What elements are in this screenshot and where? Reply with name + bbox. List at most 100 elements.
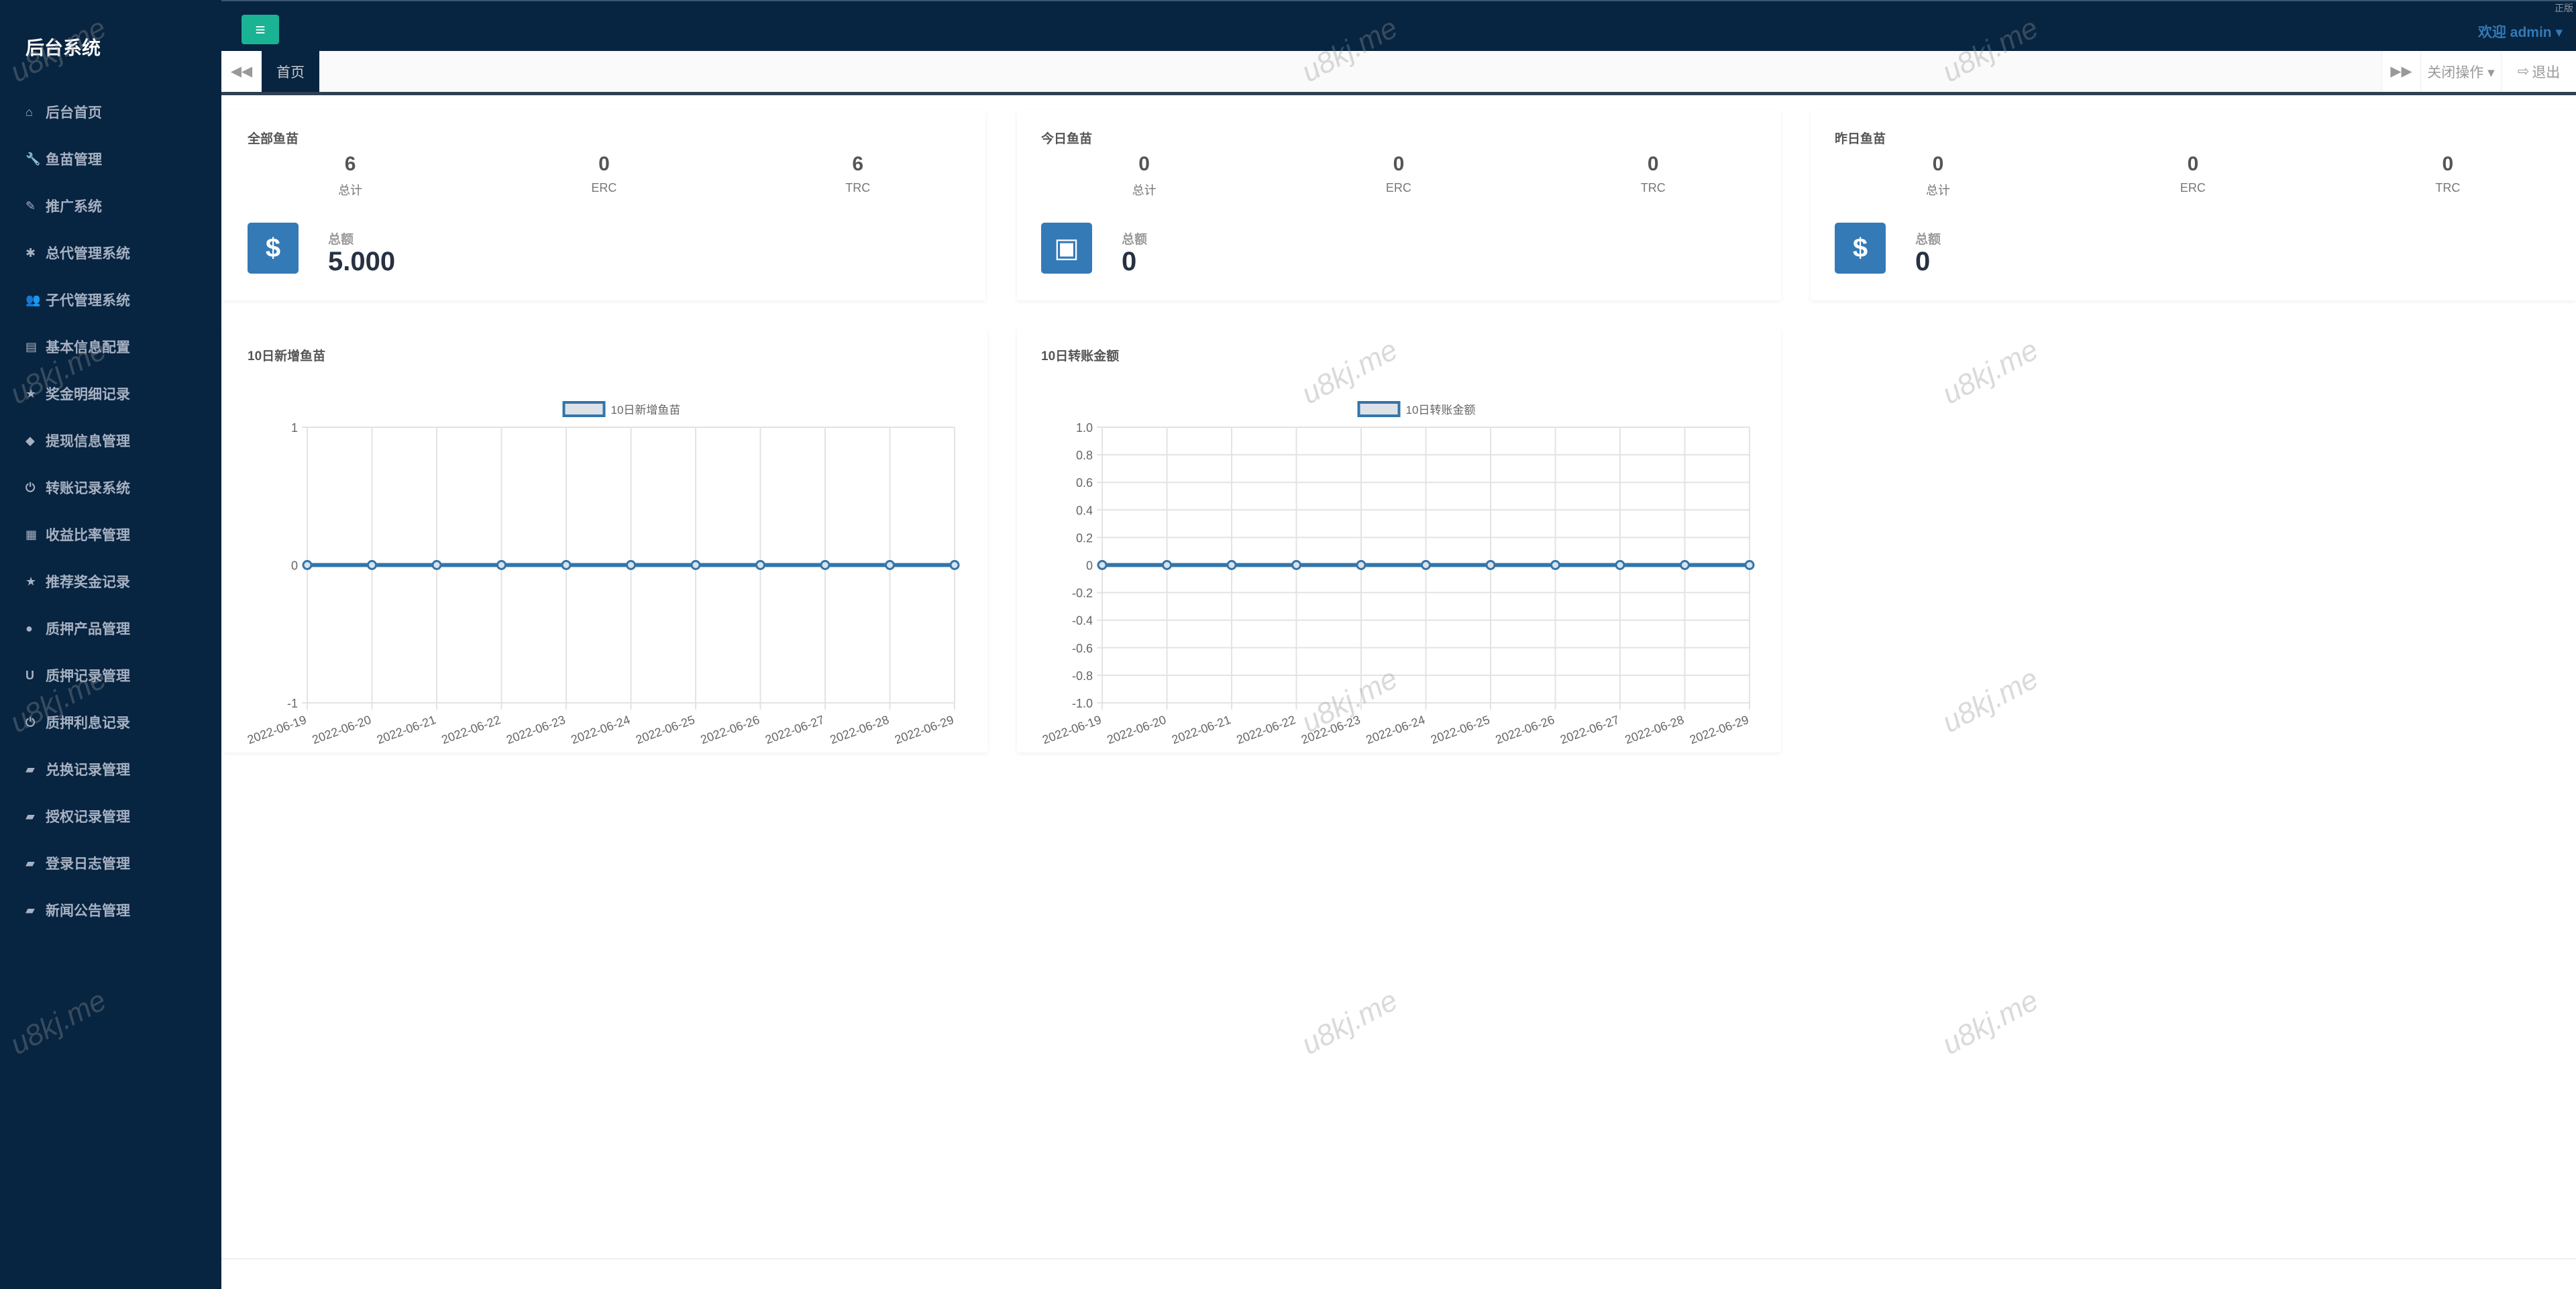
- data-point: [1744, 560, 1755, 570]
- card-title: 昨日鱼苗: [1835, 132, 1886, 146]
- x-tick-label: 2022-06-25: [1429, 713, 1491, 746]
- x-tick-label: 2022-06-19: [246, 713, 308, 746]
- x-tick-label: 2022-06-19: [1040, 713, 1103, 746]
- x-tick-label: 2022-06-29: [893, 713, 955, 746]
- x-tick-label: 2022-06-24: [1364, 713, 1427, 746]
- sidebar-item-2[interactable]: ✎ 推广系统: [25, 192, 102, 219]
- x-tick-label: 2022-06-26: [1494, 713, 1556, 746]
- comment-icon: ●: [25, 621, 33, 635]
- stat-item: 0 ERC: [1271, 153, 1525, 195]
- edit-icon: ✎: [25, 199, 36, 213]
- stats-card: 昨日鱼苗 0 总计 0 ERC 0 TRC $ 总额 0: [1811, 110, 2576, 300]
- data-point: [561, 560, 572, 570]
- sidebar-item-11[interactable]: ● 质押产品管理: [25, 615, 130, 642]
- legend-label: 10日新增鱼苗: [611, 404, 681, 416]
- total-value: 5.000: [328, 247, 396, 276]
- stat-label: 总计: [338, 184, 363, 197]
- data-point: [1421, 560, 1431, 570]
- data-point: [755, 560, 765, 570]
- y-tick-label: 0.4: [1076, 504, 1093, 517]
- x-tick-label: 2022-06-21: [1170, 713, 1232, 746]
- book-icon: ▰: [25, 762, 35, 776]
- sidebar-item-12[interactable]: U 质押记录管理: [25, 662, 130, 689]
- data-point: [690, 560, 701, 570]
- power-icon: ⏻: [25, 715, 36, 729]
- data-point: [1226, 560, 1237, 570]
- sidebar-item-9[interactable]: ▦ 收益比率管理: [25, 521, 130, 548]
- x-tick-label: 2022-06-29: [1688, 713, 1750, 746]
- data-point: [431, 560, 442, 570]
- sidebar-item-label: 登录日志管理: [46, 856, 130, 872]
- stat-value: 6: [852, 153, 864, 175]
- x-tick-label: 2022-06-27: [1558, 713, 1621, 746]
- sidebar-item-10[interactable]: ★ 推荐奖金记录: [25, 568, 130, 595]
- total-label: 总额: [1122, 233, 1148, 247]
- legend-swatch: [562, 401, 606, 417]
- stat-value: 0: [2442, 153, 2454, 175]
- card-title: 全部鱼苗: [248, 132, 299, 146]
- sidebar-item-17[interactable]: ▰ 新闻公告管理: [25, 897, 130, 923]
- y-tick-label: 0.2: [1076, 531, 1093, 545]
- stat-item: 0 总计: [1811, 153, 2065, 199]
- stats-card: 今日鱼苗 0 总计 0 ERC 0 TRC ▣ 总额 0: [1017, 110, 1781, 300]
- y-tick-label: -0.6: [1072, 642, 1093, 655]
- stat-item: 0 总计: [1017, 153, 1271, 199]
- book-icon: ▰: [25, 809, 35, 823]
- sidebar-item-15[interactable]: ▰ 授权记录管理: [25, 803, 130, 830]
- dollar-icon: $: [248, 223, 299, 274]
- data-point: [1356, 560, 1366, 570]
- total-label: 总额: [1915, 233, 1941, 247]
- data-point: [949, 560, 960, 570]
- sidebar-item-16[interactable]: ▰ 登录日志管理: [25, 850, 130, 877]
- y-tick-label: -1: [287, 697, 298, 710]
- menu-toggle-button[interactable]: ≡: [241, 15, 279, 44]
- data-point: [496, 560, 506, 570]
- sidebar-item-7[interactable]: ◆ 提现信息管理: [25, 427, 130, 454]
- x-tick-label: 2022-06-20: [311, 713, 373, 746]
- book-icon: ▰: [25, 856, 35, 870]
- stat-value: 6: [344, 153, 356, 175]
- sidebar-item-label: 质押利息记录: [46, 716, 130, 731]
- tab-home[interactable]: 首页: [262, 51, 319, 92]
- logout-button[interactable]: ⇨ 退出: [2501, 51, 2576, 92]
- chart-title: 10日新增鱼苗: [248, 349, 326, 363]
- stat-label: TRC: [2435, 181, 2461, 194]
- user-menu-dropdown[interactable]: 欢迎 admin ▾: [2477, 25, 2563, 40]
- sidebar-item-13[interactable]: ⏻ 质押利息记录: [25, 709, 130, 736]
- sidebar-item-label: 总代管理系统: [46, 246, 130, 262]
- book-icon: ▰: [25, 903, 35, 917]
- data-point: [1550, 560, 1560, 570]
- sidebar-item-4[interactable]: 👥 子代管理系统: [25, 286, 130, 313]
- sidebar-item-14[interactable]: ▰ 兑换记录管理: [25, 756, 130, 783]
- y-tick-label: -1.0: [1072, 697, 1093, 710]
- sidebar-item-label: 新闻公告管理: [46, 903, 130, 919]
- top-navbar: ≡ 正版 欢迎 admin ▾: [221, 0, 2576, 51]
- sidebar-item-label: 授权记录管理: [46, 809, 130, 825]
- sidebar-item-5[interactable]: ▤ 基本信息配置: [25, 333, 130, 360]
- sidebar-item-8[interactable]: ⏻ 转账记录系统: [25, 474, 130, 501]
- y-tick-label: 0.8: [1076, 449, 1093, 462]
- tab-scroll-left-button[interactable]: ◀◀: [221, 51, 262, 92]
- sidebar-item-6[interactable]: ★ 奖金明细记录: [25, 380, 130, 407]
- data-point: [1291, 560, 1301, 570]
- y-tick-label: -0.4: [1072, 614, 1093, 628]
- stat-value: 0: [598, 153, 610, 175]
- sidebar-item-label: 奖金明细记录: [46, 387, 130, 402]
- sidebar-item-1[interactable]: 🔧 鱼苗管理: [25, 146, 102, 172]
- sidebar-item-label: 收益比率管理: [46, 528, 130, 543]
- tab-scroll-right-button[interactable]: ▶▶: [2381, 51, 2420, 92]
- data-point: [367, 560, 377, 570]
- stat-value: 0: [1932, 153, 1944, 175]
- x-tick-label: 2022-06-22: [440, 713, 502, 746]
- sidebar-item-label: 提现信息管理: [46, 434, 130, 449]
- stat-label: TRC: [1640, 181, 1666, 194]
- sidebar-item-3[interactable]: ✱ 总代管理系统: [25, 239, 130, 266]
- close-operations-dropdown[interactable]: 关闭操作 ▾: [2420, 51, 2501, 92]
- y-tick-label: 0.6: [1076, 476, 1093, 490]
- sidebar-item-0[interactable]: ⌂ 后台首页: [25, 99, 102, 125]
- x-tick-label: 2022-06-28: [1623, 713, 1686, 746]
- chart-card: 10日转账金额 10日转账金额 1.0 0.8 0.6 0.4 0.2 0 -0.2 -0.4 -0…: [1017, 329, 1781, 752]
- y-tick-label: -0.2: [1072, 587, 1093, 600]
- data-point: [1097, 560, 1108, 570]
